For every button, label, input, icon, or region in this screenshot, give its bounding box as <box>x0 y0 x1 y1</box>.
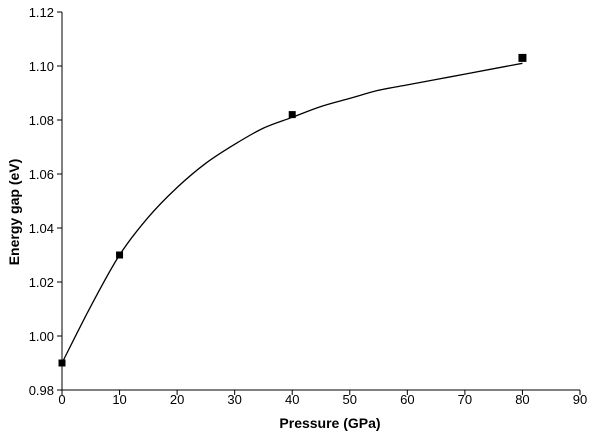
y-tick-label: 1.00 <box>29 329 54 344</box>
x-tick-label: 70 <box>458 392 472 407</box>
y-tick-label: 1.06 <box>29 167 54 182</box>
x-tick-label: 40 <box>285 392 299 407</box>
y-tick-label: 1.12 <box>29 5 54 20</box>
x-tick-label: 60 <box>400 392 414 407</box>
x-tick-label: 10 <box>112 392 126 407</box>
y-axis-label: Energy gap (eV) <box>6 159 22 266</box>
y-tick-label: 1.08 <box>29 113 54 128</box>
x-tick-label: 50 <box>343 392 357 407</box>
plot-area <box>58 53 527 367</box>
y-axis-ticks: 0.98 1.00 1.02 1.04 1.06 1.08 1.10 1.12 <box>29 5 62 398</box>
x-tick-label: 30 <box>227 392 241 407</box>
data-point-marker <box>116 251 124 259</box>
y-tick-label: 1.04 <box>29 221 54 236</box>
data-point-marker <box>288 111 296 119</box>
x-axis-label: Pressure (GPa) <box>279 415 380 431</box>
x-tick-label: 20 <box>170 392 184 407</box>
data-point-marker <box>58 359 66 367</box>
x-tick-label: 80 <box>515 392 529 407</box>
data-point-marker <box>518 53 527 62</box>
axes <box>61 12 580 391</box>
fit-curve <box>61 62 523 364</box>
y-tick-label: 0.98 <box>29 383 54 398</box>
y-tick-label: 1.10 <box>29 59 54 74</box>
x-tick-label: 90 <box>573 392 587 407</box>
x-axis-ticks: 0 10 20 30 40 50 60 70 80 90 <box>58 390 587 407</box>
y-tick-label: 1.02 <box>29 275 54 290</box>
x-tick-label: 0 <box>58 392 65 407</box>
